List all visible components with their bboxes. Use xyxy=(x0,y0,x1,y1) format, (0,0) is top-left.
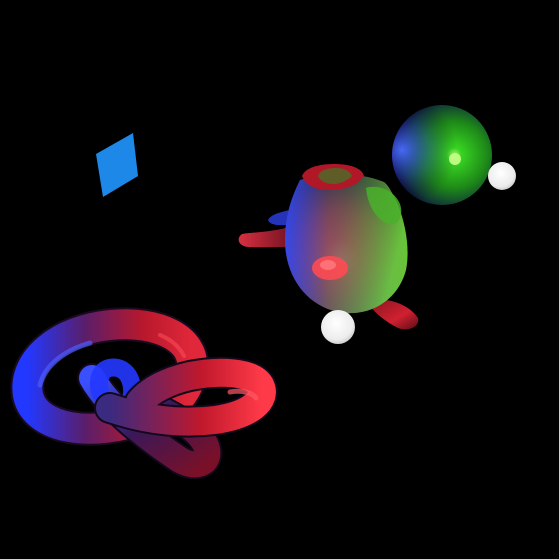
light-source-right xyxy=(488,162,516,190)
light-source-center xyxy=(321,310,355,344)
torus-knot xyxy=(10,307,278,480)
blue-quad xyxy=(96,133,138,197)
green-sphere xyxy=(392,105,492,205)
teapot xyxy=(238,164,419,330)
